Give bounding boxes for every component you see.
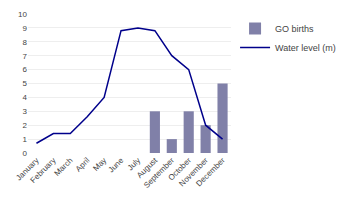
svg-text:3: 3 <box>23 107 28 116</box>
svg-text:9: 9 <box>23 24 28 33</box>
svg-text:2: 2 <box>23 121 28 130</box>
svg-text:7: 7 <box>23 52 28 61</box>
svg-text:March: March <box>52 156 74 178</box>
svg-text:December: December <box>194 156 227 189</box>
svg-text:November: November <box>177 156 210 189</box>
svg-text:Water level (m): Water level (m) <box>275 43 336 53</box>
svg-text:0: 0 <box>23 149 28 158</box>
svg-text:10: 10 <box>18 10 27 19</box>
svg-text:1: 1 <box>23 135 28 144</box>
svg-text:May: May <box>91 156 108 173</box>
svg-text:September: September <box>142 156 176 190</box>
svg-text:February: February <box>29 156 58 185</box>
svg-text:June: June <box>107 155 126 174</box>
svg-text:8: 8 <box>23 38 28 47</box>
svg-text:GO births: GO births <box>275 24 314 34</box>
svg-text:6: 6 <box>23 65 28 74</box>
svg-text:January: January <box>14 156 40 182</box>
svg-text:October: October <box>166 156 193 183</box>
svg-text:5: 5 <box>23 79 28 88</box>
svg-text:April: April <box>74 156 92 174</box>
svg-text:4: 4 <box>23 93 28 102</box>
svg-text:July: July <box>126 156 142 172</box>
svg-text:August: August <box>135 155 160 180</box>
